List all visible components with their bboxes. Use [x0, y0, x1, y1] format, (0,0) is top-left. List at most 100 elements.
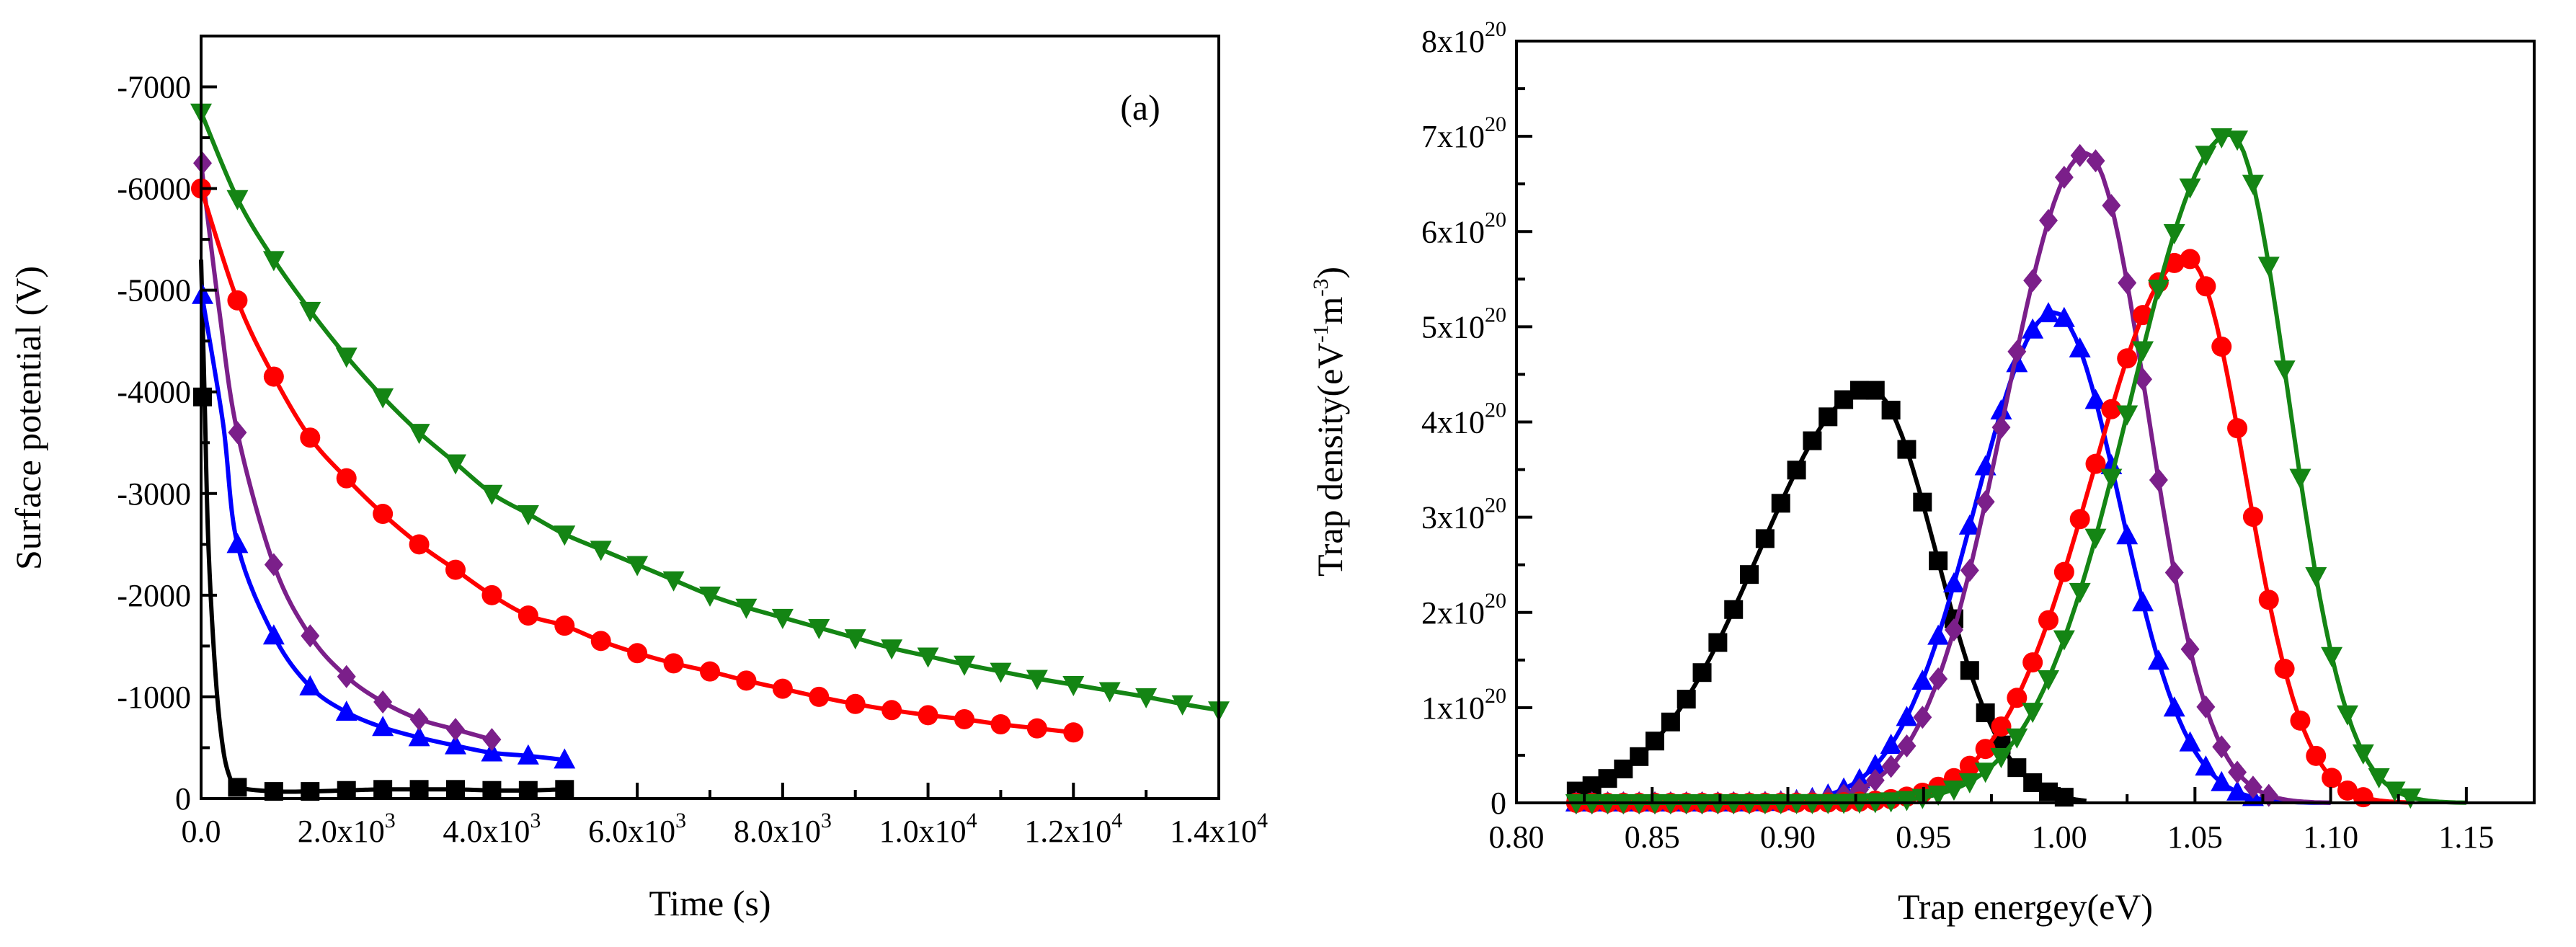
chart-b-point-red-44: [2258, 590, 2279, 610]
chart-a-line-green: [199, 111, 1220, 713]
chart-b-point-green-45: [2273, 360, 2296, 381]
chart-b-point-purple-27: [1991, 415, 2011, 439]
chart-a-line-purple: [199, 162, 493, 742]
chart-a-point-red-2: [263, 366, 284, 387]
chart-b-y-tick-label-2: 2x1020: [1421, 589, 1506, 631]
chart-a: 0 -1000 -2000 -3000 -4000 -5000 -6000 -7000 0.0 2…: [8, 35, 1268, 923]
chart-b-point-green-41: [2211, 128, 2233, 149]
chart-b-point-red-38: [2164, 252, 2185, 273]
chart-b-point-green-28: [2006, 728, 2028, 749]
chart-b-point-black-4: [1630, 747, 1649, 766]
chart-b-point-black-9: [1708, 633, 1728, 652]
chart-b-point-purple-37: [2149, 468, 2168, 492]
chart-b-point-black-2: [1598, 769, 1617, 788]
chart-b-point-green-35: [2116, 405, 2138, 426]
chart-b-point-black-19: [1865, 381, 1885, 400]
chart-b-x-tick-label-6: 1.10: [2303, 819, 2358, 855]
chart-b-point-purple-39: [2180, 637, 2200, 661]
chart-b-y-axis-label-sup2: -3: [1309, 279, 1333, 297]
chart-a-y-axis-label: Surface potential (V): [8, 266, 48, 570]
chart-b-point-blue-40: [2195, 755, 2217, 776]
chart-a-y-tick-label-0: 0: [175, 781, 191, 817]
chart-a-point-red-12: [627, 643, 648, 664]
chart-b-point-purple-38: [2164, 561, 2184, 584]
chart-a-point-blue-7: [445, 734, 466, 755]
chart-a-point-green-25: [1098, 682, 1121, 703]
chart-a-x-tick-label-6: 1.2x104: [1024, 809, 1122, 849]
chart-a-point-blue-2: [262, 624, 285, 645]
chart-a-point-green-20: [917, 647, 939, 668]
chart-b-point-red-39: [2180, 249, 2200, 270]
chart-a-point-green-13: [662, 571, 685, 592]
chart-b-point-red-48: [2322, 768, 2342, 788]
chart-a-line-blue: [199, 290, 565, 763]
chart-b-point-black-11: [1740, 565, 1759, 584]
chart-a-point-black-0: [193, 387, 213, 406]
chart-a-x-tick-label-2: 4.0x103: [443, 809, 541, 849]
chart-a-point-green-12: [626, 556, 649, 577]
chart-a-point-black-9: [518, 781, 538, 800]
chart-b-point-purple-31: [2054, 165, 2074, 189]
chart-a-point-red-3: [300, 427, 321, 448]
chart-b-point-black-16: [1818, 407, 1838, 427]
chart-b-point-red-27: [1991, 716, 2012, 737]
chart-a-point-green-14: [699, 586, 721, 607]
chart-b-point-red-32: [2069, 509, 2090, 530]
chart-b-point-purple-25: [1960, 559, 1979, 582]
chart-b-point-blue-41: [2211, 770, 2233, 791]
chart-b-point-red-41: [2211, 336, 2232, 357]
chart-b-point-purple-41: [2212, 735, 2231, 759]
chart-b-y-tick-label-8: 8x1020: [1421, 17, 1506, 59]
chart-b-point-purple-29: [2023, 269, 2043, 293]
chart-b-point-green-26: [1974, 763, 1997, 783]
chart-b-point-blue-35: [2116, 524, 2138, 545]
chart-b-y-tick-label-1: 1x1020: [1421, 684, 1506, 726]
chart-a-point-red-20: [918, 705, 938, 726]
chart-a-point-red-7: [445, 559, 466, 580]
chart-b-point-red-36: [2133, 305, 2154, 326]
chart-a-point-green-3: [299, 301, 321, 322]
chart-b-point-black-13: [1771, 494, 1790, 513]
chart-b-x-tick-label-1: 0.85: [1625, 819, 1680, 855]
chart-a-point-purple-3: [301, 624, 320, 648]
chart-b-point-red-29: [2022, 652, 2043, 673]
chart-a-panel-label: (a): [1120, 87, 1160, 128]
chart-a-x-tick-label-1: 2.0x103: [298, 809, 396, 849]
chart-b-point-green-50: [2352, 744, 2374, 765]
chart-b-point-blue-39: [2179, 731, 2201, 752]
chart-a-point-red-21: [954, 708, 974, 729]
chart-a-point-green-24: [1062, 676, 1085, 697]
chart-a-y-tick-label-1: -1000: [117, 680, 191, 715]
chart-b-point-red-26: [1975, 739, 1996, 760]
chart-a-point-purple-8: [482, 728, 502, 752]
chart-b-point-red-45: [2274, 658, 2295, 679]
chart-b-y-axis-label-sup1: -1: [1309, 325, 1333, 343]
chart-b-point-green-36: [2132, 341, 2154, 362]
chart-b-point-purple-26: [1976, 490, 1995, 514]
chart-a-point-purple-7: [446, 718, 465, 742]
chart-a-point-black-5: [373, 780, 393, 799]
chart-b-x-tick-label-5: 1.05: [2167, 819, 2223, 855]
chart-a-point-red-14: [700, 661, 720, 682]
chart-a-point-black-1: [228, 778, 247, 797]
chart-a-point-blue-3: [299, 675, 321, 695]
chart-a-point-blue-4: [335, 701, 357, 721]
chart-a-point-blue-9: [517, 744, 539, 765]
chart-a-point-red-19: [881, 700, 902, 721]
chart-b-point-black-6: [1661, 712, 1680, 732]
chart-a-point-green-10: [554, 525, 576, 546]
chart-b-x-tick-label-0: 0.80: [1489, 819, 1545, 855]
chart-b-point-green-38: [2163, 224, 2185, 245]
chart-a-point-green-8: [481, 484, 503, 505]
chart-b-point-green-29: [2022, 703, 2044, 724]
chart-b-point-purple-21: [1897, 734, 1917, 758]
chart-a-x-tick-label-0: 0.0: [182, 814, 221, 849]
chart-b-point-green-44: [2257, 257, 2280, 277]
chart-b-point-green-27: [1990, 747, 2012, 768]
chart-b-point-black-28: [2007, 758, 2027, 778]
chart-a-x-tick-label-3: 6.0x103: [588, 809, 686, 849]
chart-a-point-red-8: [481, 584, 502, 605]
chart-b-point-black-10: [1724, 600, 1744, 619]
chart-b-point-purple-35: [2118, 271, 2137, 295]
